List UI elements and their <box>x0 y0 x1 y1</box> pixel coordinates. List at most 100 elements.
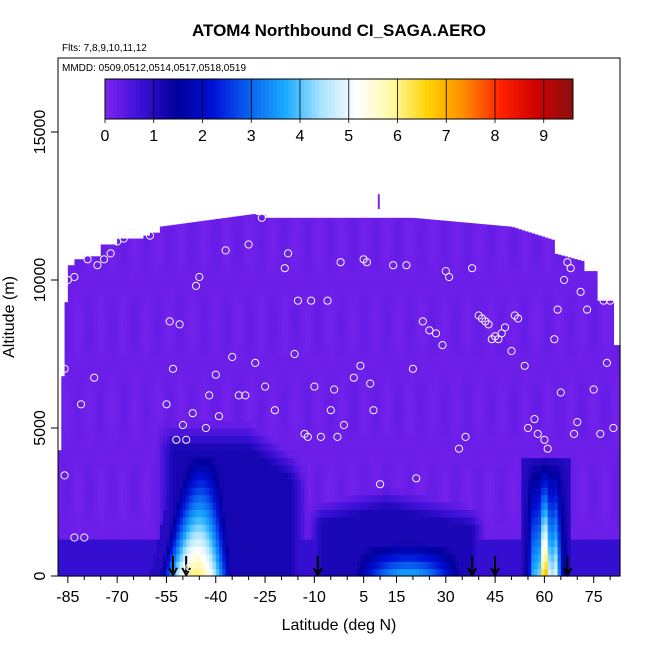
heat-cell <box>324 413 329 422</box>
heat-cell <box>294 265 299 274</box>
heat-cell <box>255 524 260 533</box>
heat-cell <box>120 472 125 481</box>
heat-cell <box>291 235 296 244</box>
heat-cell <box>100 450 105 459</box>
heat-cell <box>255 272 260 281</box>
heat-cell <box>265 568 269 577</box>
heat-cell <box>189 442 194 451</box>
heat-cell <box>169 272 174 281</box>
heat-cell <box>205 509 210 518</box>
heat-cell <box>251 546 256 555</box>
heat-cell <box>107 509 112 518</box>
heat-cell <box>199 472 204 481</box>
heat-cell <box>169 339 174 348</box>
heat-cell <box>370 361 375 370</box>
heat-cell <box>327 391 332 399</box>
heat-cell <box>317 539 322 547</box>
heat-cell <box>219 405 223 414</box>
heat-cell <box>343 442 348 451</box>
heat-cell <box>343 376 348 385</box>
heat-cell <box>136 450 141 459</box>
heat-cell <box>340 539 345 547</box>
heat-cell <box>205 324 210 333</box>
heat-cell <box>353 250 358 259</box>
heat-cell <box>268 420 273 429</box>
heat-cell <box>222 354 227 362</box>
heat-cell <box>261 561 266 570</box>
heat-cell <box>163 509 168 518</box>
heat-cell <box>340 479 345 488</box>
heat-cell <box>159 502 164 510</box>
heat-cell <box>169 391 174 399</box>
heat-cell <box>235 243 240 251</box>
heat-cell <box>222 228 227 237</box>
heat-cell <box>133 238 138 244</box>
heat-cell <box>71 354 76 362</box>
heat-cell <box>357 561 361 570</box>
heat-cell <box>334 413 338 422</box>
heat-cell <box>288 346 292 355</box>
heat-cell <box>357 450 361 459</box>
heat-cell <box>159 368 164 377</box>
heat-cell <box>87 331 92 340</box>
heat-cell <box>110 272 115 281</box>
heat-cell <box>284 280 289 288</box>
heat-cell <box>301 250 306 259</box>
heat-cell <box>343 457 348 466</box>
heat-cell <box>97 553 102 562</box>
heat-cell <box>373 324 378 333</box>
heat-cell <box>205 472 210 481</box>
heat-cell <box>294 494 299 503</box>
heat-cell <box>219 465 223 473</box>
heat-cell <box>159 339 164 348</box>
heat-cell <box>340 465 345 473</box>
heat-cell <box>278 465 283 473</box>
heat-cell <box>107 450 112 459</box>
heat-cell <box>337 391 342 399</box>
heat-cell <box>284 487 289 496</box>
heat-cell <box>258 435 263 444</box>
heat-cell <box>363 317 368 325</box>
heat-cell <box>94 376 99 385</box>
heat-cell <box>376 509 381 518</box>
heat-cell <box>133 494 138 503</box>
heat-cell <box>179 280 184 288</box>
heat-cell <box>232 265 237 274</box>
heat-cell <box>87 361 92 370</box>
heat-cell <box>360 516 365 525</box>
heat-cell <box>140 302 145 311</box>
heat-cell <box>123 391 128 399</box>
heat-cell <box>370 302 375 311</box>
heat-cell <box>156 405 161 414</box>
heat-cell <box>228 391 233 399</box>
heat-cell <box>330 243 335 251</box>
heat-cell <box>71 502 76 510</box>
heat-cell <box>403 465 407 473</box>
heat-cell <box>140 324 145 333</box>
heat-cell <box>71 302 76 311</box>
heat-cell <box>258 257 263 266</box>
heat-cell <box>182 280 187 288</box>
heat-cell <box>274 368 279 377</box>
heat-cell <box>297 516 302 525</box>
heat-cell <box>94 391 99 399</box>
heat-cell <box>245 413 250 422</box>
heat-cell <box>94 398 99 407</box>
heat-cell <box>288 257 292 266</box>
heat-cell <box>373 235 378 244</box>
heat-cell <box>383 317 388 325</box>
heat-cell <box>192 502 197 510</box>
heat-cell <box>58 509 62 518</box>
heat-cell <box>294 391 299 399</box>
heat-cell <box>314 553 319 562</box>
heat-cell <box>357 228 361 237</box>
heat-cell <box>274 450 279 459</box>
heat-cell <box>150 361 154 370</box>
heat-cell <box>117 376 122 385</box>
heat-cell <box>225 354 230 362</box>
heat-cell <box>238 561 243 570</box>
heat-cell <box>81 405 85 414</box>
heat-cell <box>156 553 161 562</box>
heat-cell <box>337 354 342 362</box>
heat-cell <box>120 465 125 473</box>
